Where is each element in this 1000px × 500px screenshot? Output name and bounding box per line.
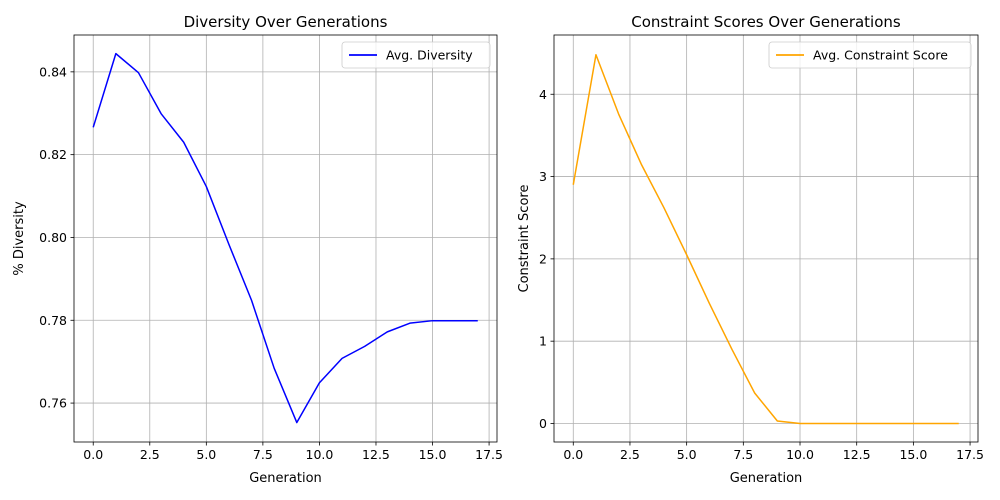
x-tick-label: 5.0 bbox=[196, 447, 216, 462]
axes-frame bbox=[553, 34, 979, 443]
y-tick-label: 0 bbox=[539, 416, 547, 431]
x-tick-label: 2.5 bbox=[140, 447, 160, 462]
y-axis-label: Constraint Score bbox=[517, 185, 532, 293]
x-tick-label: 7.5 bbox=[253, 447, 273, 462]
x-tick-label: 17.5 bbox=[956, 447, 984, 462]
x-tick-label: 5.0 bbox=[677, 447, 697, 462]
legend-label: Avg. Diversity bbox=[386, 48, 473, 63]
x-tick-label: 12.5 bbox=[843, 447, 871, 462]
x-tick-label: 10.0 bbox=[306, 447, 334, 462]
x-tick-label: 7.5 bbox=[733, 447, 753, 462]
y-tick-label: 0.78 bbox=[39, 313, 67, 328]
chart-title: Constraint Scores Over Generations bbox=[631, 13, 901, 31]
chart-title: Diversity Over Generations bbox=[184, 13, 388, 31]
y-tick-label: 0.80 bbox=[39, 230, 67, 245]
axes-frame bbox=[73, 34, 498, 443]
x-tick-label: 17.5 bbox=[475, 447, 503, 462]
y-axis-label: % Diversity bbox=[12, 201, 27, 276]
y-tick-label: 2 bbox=[539, 251, 547, 266]
legend-label: Avg. Constraint Score bbox=[813, 48, 948, 63]
legend-box bbox=[768, 41, 972, 69]
x-tick-label: 0.0 bbox=[83, 447, 103, 462]
series-line bbox=[92, 52, 478, 424]
y-tick-label: 4 bbox=[539, 87, 547, 102]
series-line bbox=[572, 54, 959, 425]
y-tick-label: 3 bbox=[539, 169, 547, 184]
x-tick-label: 12.5 bbox=[362, 447, 390, 462]
y-tick-label: 1 bbox=[539, 334, 547, 349]
y-tick-label: 0.76 bbox=[39, 396, 67, 411]
legend: Avg. Diversity bbox=[341, 41, 491, 69]
x-axis-label: Generation bbox=[730, 471, 803, 486]
y-tick-label: 0.82 bbox=[39, 147, 67, 162]
x-tick-label: 15.0 bbox=[419, 447, 447, 462]
legend: Avg. Constraint Score bbox=[768, 41, 972, 69]
x-tick-label: 10.0 bbox=[786, 447, 814, 462]
x-tick-label: 15.0 bbox=[899, 447, 927, 462]
chart-panel-2: 0.0 2.5 5.0 7.5 10.0 12.5 15.0 17.5 0 1 2 3 4 Constra… bbox=[517, 13, 984, 486]
legend-box bbox=[341, 41, 491, 69]
y-tick-label: 0.84 bbox=[39, 64, 67, 79]
x-tick-label: 2.5 bbox=[620, 447, 640, 462]
chart-panel-1: 0.0 2.5 5.0 7.5 10.0 12.5 15.0 17.5 0.76 0.78 0.80… bbox=[12, 13, 503, 486]
x-axis-label: Generation bbox=[249, 471, 322, 486]
x-tick-label: 0.0 bbox=[563, 447, 583, 462]
